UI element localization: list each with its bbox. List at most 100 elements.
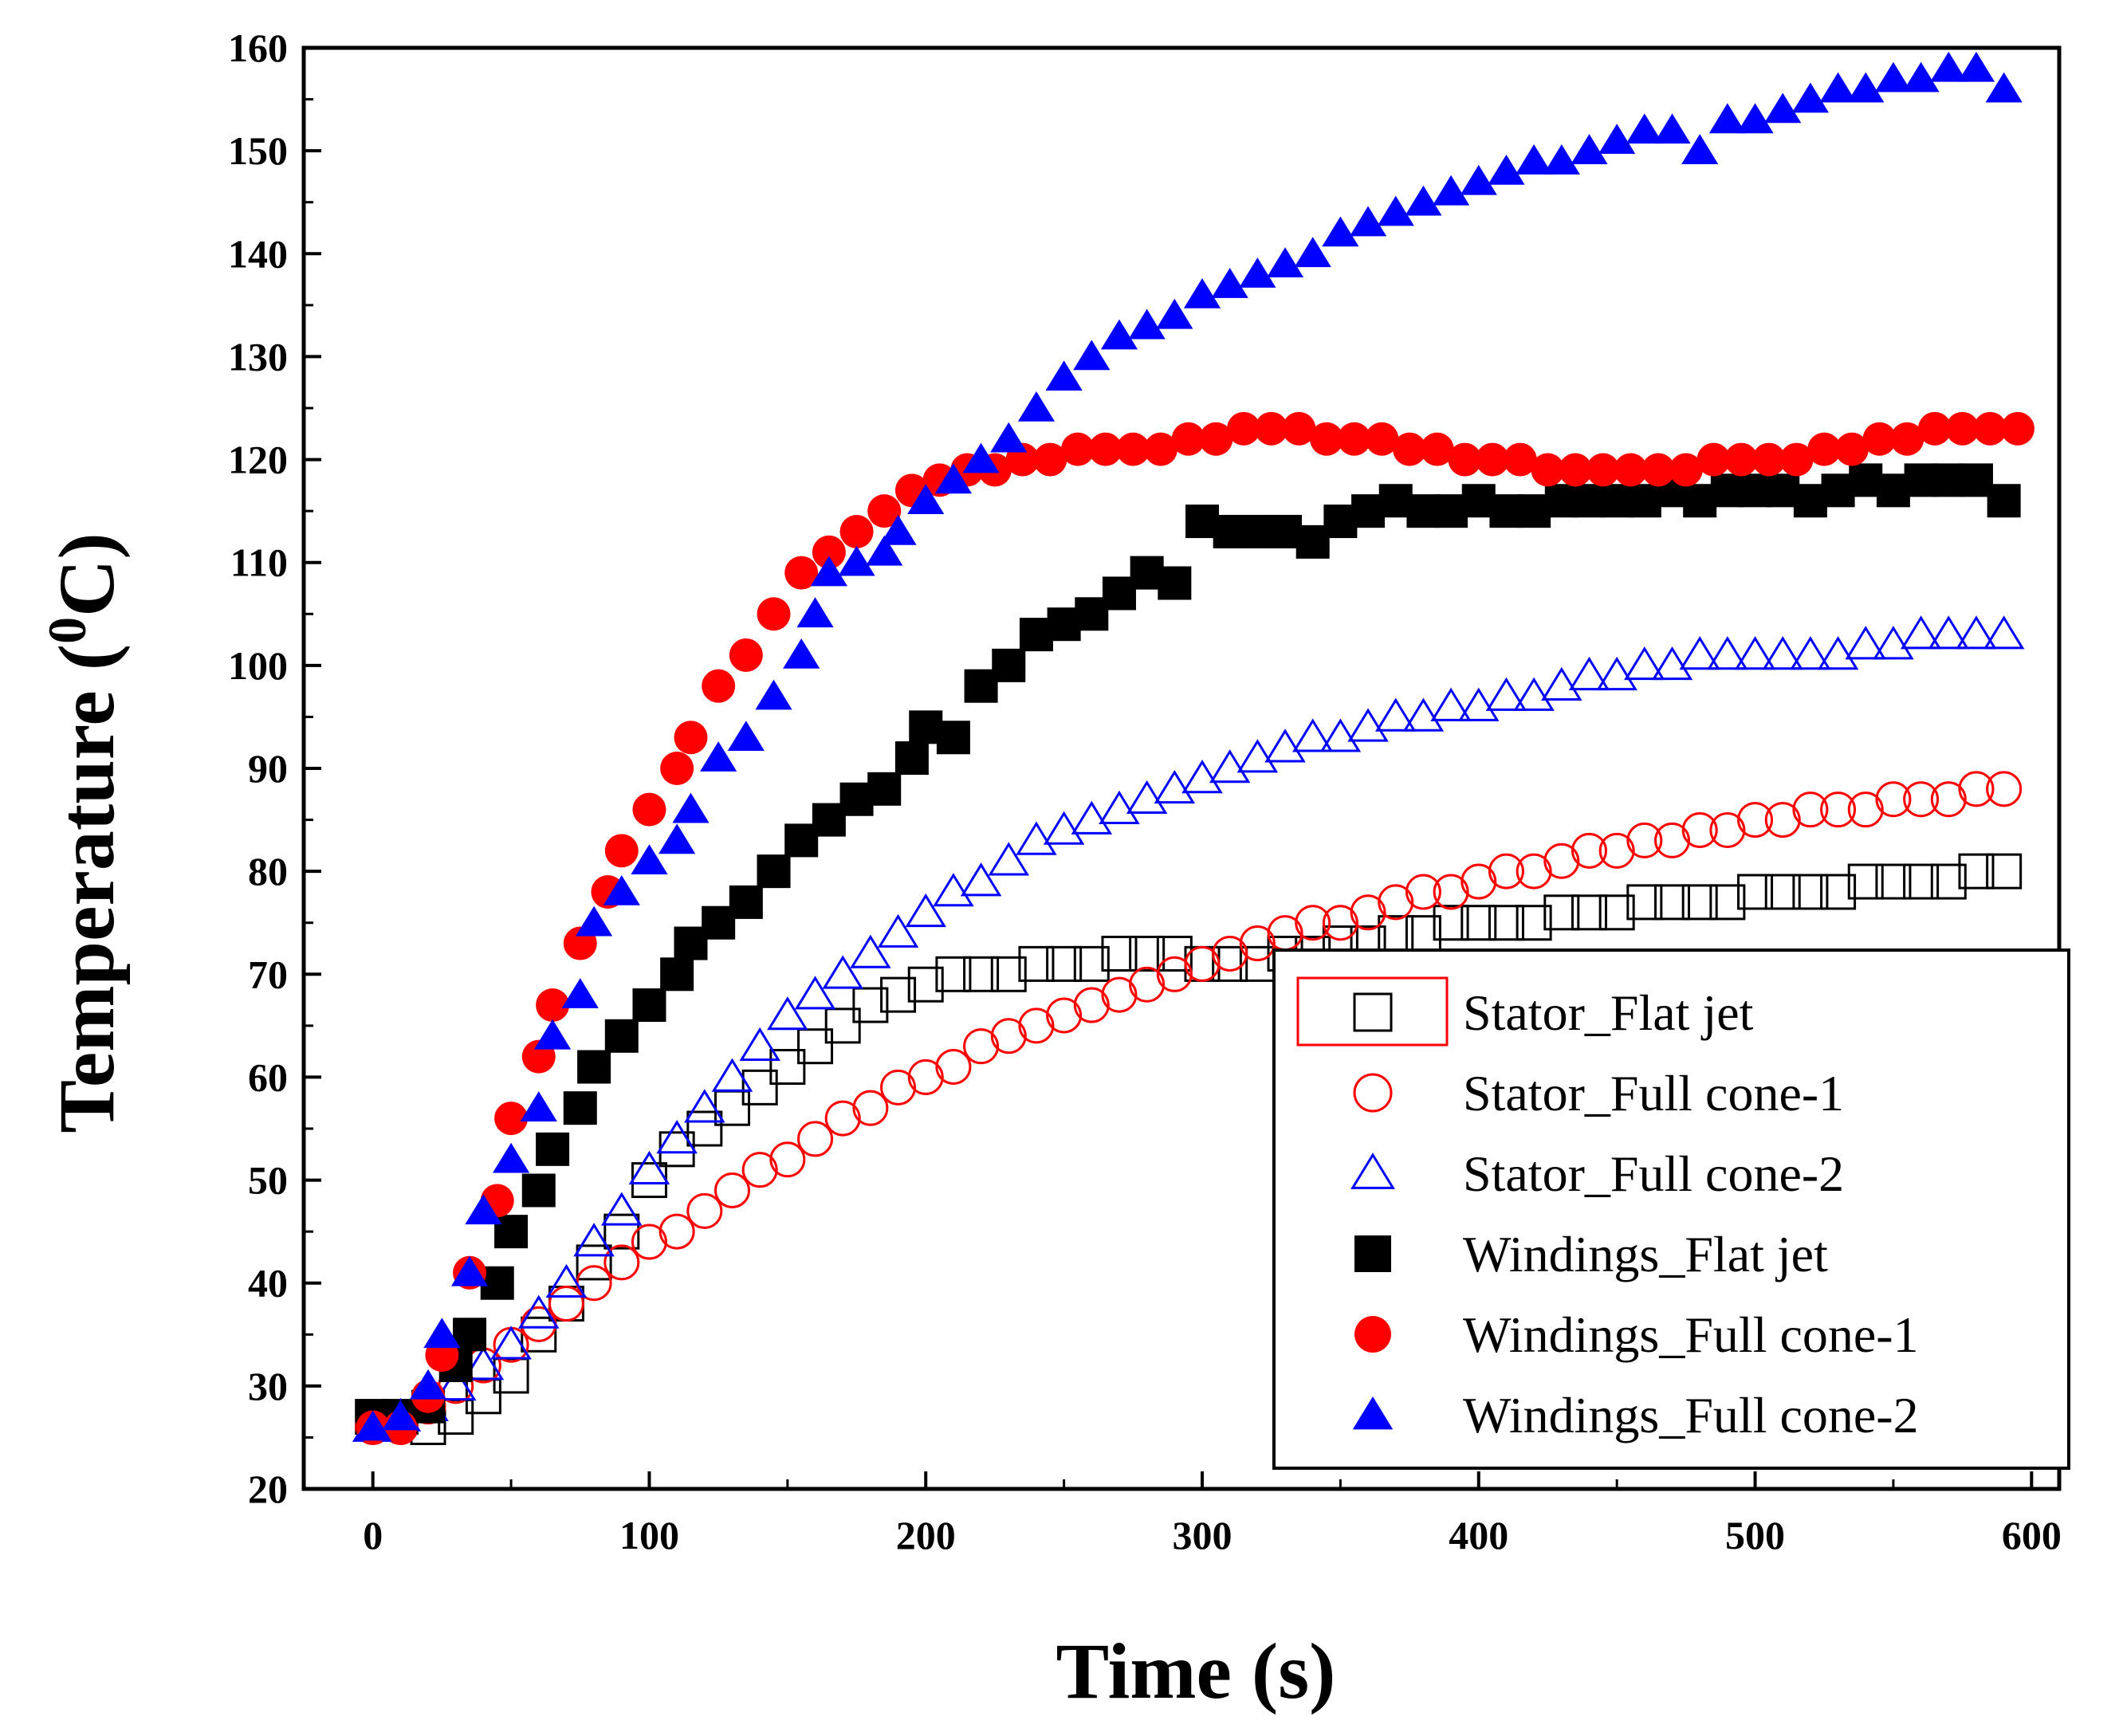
- legend-marker-3: [1350, 1153, 1395, 1189]
- data-point-3-38: [1374, 697, 1417, 732]
- data-point-1-17: [797, 1028, 834, 1065]
- legend-label-1: Stator_Flat jet: [1463, 984, 1754, 1041]
- data-point-6-10: [561, 978, 599, 1008]
- data-point-2-23: [963, 1028, 1000, 1065]
- data-point-6-26: [934, 463, 973, 494]
- data-point-2-27: [1073, 987, 1110, 1023]
- data-point-3-44: [1541, 666, 1582, 701]
- data-point-6-30: [1045, 360, 1083, 391]
- data-point-6-9: [533, 1019, 572, 1050]
- y-tick-label: 50: [248, 1158, 288, 1203]
- data-point-6-3: [409, 1369, 447, 1400]
- data-point-2-24: [990, 1018, 1027, 1055]
- data-point-3-12: [656, 1120, 698, 1154]
- y-axis-title-sup: 0: [37, 617, 97, 644]
- data-point-4-11: [577, 1050, 611, 1084]
- data-point-6-29: [1017, 391, 1056, 422]
- data-point-1-57: [1903, 863, 1940, 900]
- data-point-1-20: [880, 976, 917, 1013]
- legend-marker-2: [1353, 1073, 1393, 1113]
- legend-item-1: Stator_Flat jet: [1353, 984, 1754, 1041]
- data-point-5-21: [839, 514, 874, 548]
- data-point-5-14: [660, 752, 694, 785]
- data-point-3-33: [1236, 739, 1279, 773]
- data-point-2-21: [907, 1058, 944, 1095]
- data-point-5-62: [1973, 411, 2007, 446]
- data-point-5-48: [1586, 453, 1620, 487]
- data-point-1-21: [907, 966, 944, 1003]
- data-point-6-1: [354, 1410, 391, 1441]
- data-point-2-30: [1156, 956, 1193, 992]
- data-point-5-32: [1143, 432, 1177, 466]
- data-point-6-61: [1902, 61, 1940, 92]
- data-point-6-33: [1128, 308, 1166, 340]
- data-point-5-37: [1282, 411, 1316, 446]
- y-axis-title: Temperature (0C): [37, 532, 131, 1133]
- data-point-1-22: [935, 956, 972, 992]
- data-point-1-51: [1737, 874, 1774, 910]
- data-point-5-22: [867, 494, 902, 528]
- data-point-1-27: [1073, 945, 1110, 982]
- data-point-2-42: [1488, 853, 1524, 890]
- data-point-3-50: [1707, 636, 1748, 670]
- data-point-3-24: [988, 842, 1030, 876]
- data-point-3-45: [1568, 656, 1610, 691]
- axis-ticks: 20 30 40 50 60 70 80 90 100 110 120 130 140 150 160 0 10…: [228, 26, 2062, 1557]
- legend-item-6: Windings_Full cone-2: [1352, 1387, 1919, 1443]
- data-point-1-49: [1681, 884, 1718, 921]
- data-point-6-47: [1516, 144, 1553, 175]
- data-point-2-58: [1930, 781, 1967, 818]
- data-point-2-29: [1129, 966, 1166, 1003]
- data-point-1-30: [1156, 935, 1193, 972]
- data-point-2-51: [1737, 802, 1774, 839]
- data-point-2-19: [852, 1090, 889, 1126]
- data-point-1-54: [1820, 874, 1857, 910]
- data-point-4-17: [729, 885, 763, 919]
- data-point-6-21: [810, 556, 847, 587]
- data-point-3-27: [1071, 800, 1113, 835]
- data-point-6-15: [672, 792, 710, 823]
- data-point-6-27: [962, 442, 1000, 473]
- data-point-4-18: [757, 854, 791, 889]
- data-point-4-23: [894, 741, 929, 776]
- data-point-5-7: [494, 1102, 529, 1136]
- data-point-6-7: [492, 1142, 530, 1173]
- legend-box: [1272, 949, 2070, 1470]
- data-point-4-12: [604, 1019, 639, 1053]
- data-point-5-16: [702, 669, 736, 703]
- data-point-3-14: [711, 1058, 753, 1092]
- data-point-2-50: [1709, 811, 1746, 848]
- data-point-6-57: [1791, 82, 1830, 113]
- data-point-1-16: [769, 1049, 806, 1086]
- data-point-6-23: [866, 535, 903, 566]
- data-point-5-36: [1254, 411, 1288, 446]
- data-point-6-5: [450, 1255, 489, 1286]
- legend-item-4: Windings_Flat jet: [1354, 1226, 1828, 1282]
- data-point-6-62: [1930, 51, 1968, 82]
- data-point-1-55: [1847, 863, 1884, 900]
- data-point-4-33: [1158, 566, 1192, 600]
- data-point-3-54: [1817, 636, 1859, 670]
- data-point-5-33: [1171, 422, 1205, 456]
- data-point-6-6: [465, 1194, 502, 1225]
- x-tick-label: 200: [896, 1513, 956, 1557]
- data-point-3-30: [1154, 769, 1196, 804]
- data-point-3-29: [1126, 780, 1168, 815]
- data-point-3-60: [1983, 615, 2025, 650]
- data-point-3-19: [850, 934, 891, 968]
- data-point-5-29: [1060, 432, 1095, 466]
- data-point-6-28: [990, 422, 1028, 453]
- data-point-2-15: [741, 1152, 778, 1188]
- legend: Stator_Flat jet Stator_Full cone-1 Stator_…: [1272, 949, 2070, 1470]
- legend-item-5: Windings_Full cone-1: [1354, 1306, 1919, 1363]
- data-point-3-10: [601, 1192, 643, 1226]
- data-point-3-20: [877, 913, 919, 948]
- data-point-2-12: [659, 1213, 695, 1250]
- data-point-3-47: [1624, 646, 1665, 681]
- data-point-1-9: [576, 1244, 612, 1281]
- data-point-3-15: [739, 1027, 780, 1061]
- data-point-1-50: [1709, 884, 1746, 921]
- x-tick-label: 500: [1725, 1513, 1785, 1557]
- data-point-1-25: [1018, 945, 1055, 982]
- data-point-6-11: [576, 905, 613, 937]
